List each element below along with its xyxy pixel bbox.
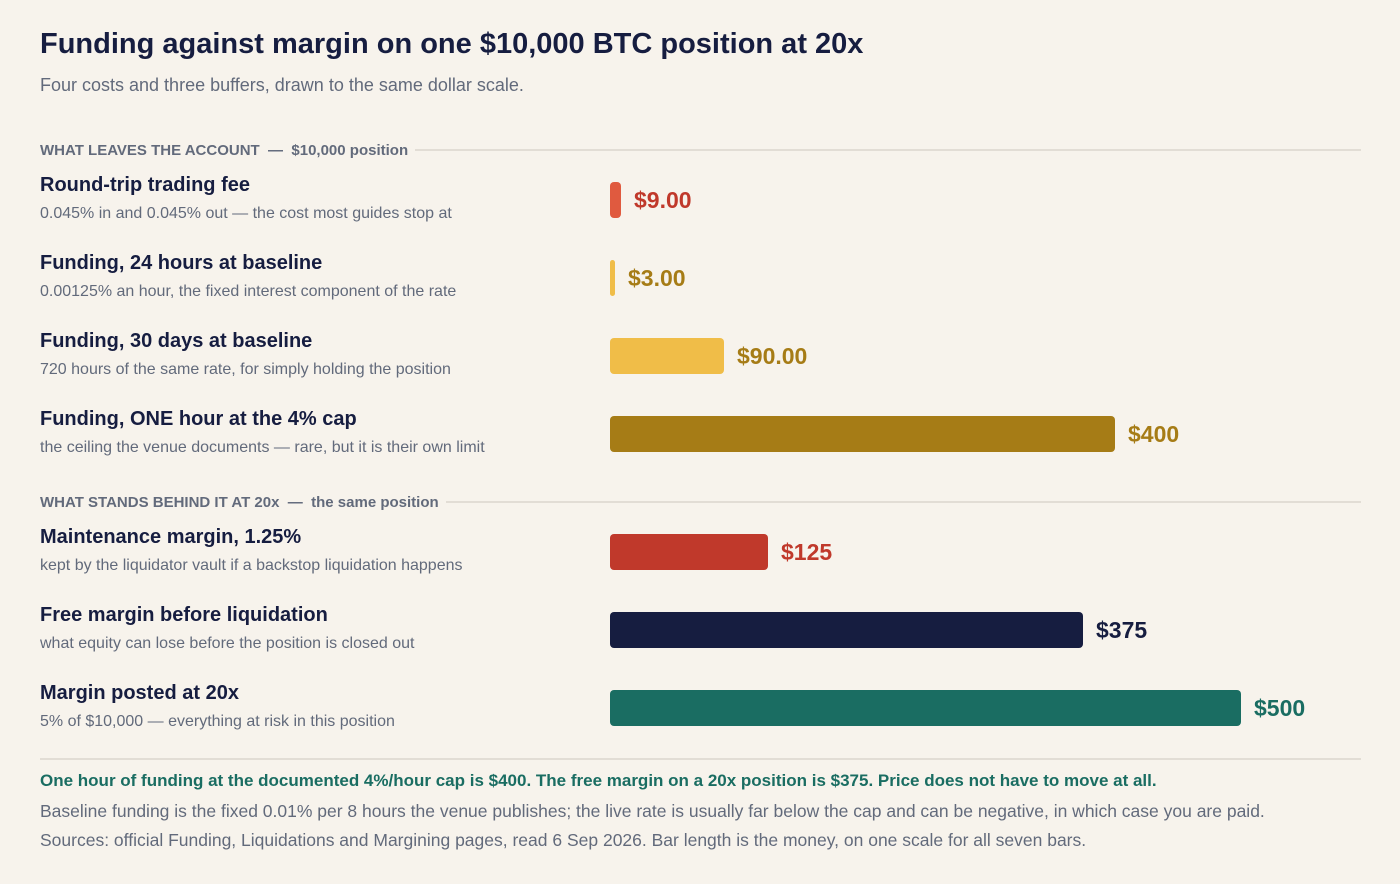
bar-label: Free margin before liquidation — [40, 604, 328, 626]
bar — [610, 182, 621, 218]
bar-note: 5% of $10,000 — everything at risk in th… — [40, 713, 395, 730]
bar-value-label: $90.00 — [737, 343, 808, 369]
footer-highlight: One hour of funding at the documented 4%… — [40, 771, 1157, 790]
bar-label: Funding, 30 days at baseline — [40, 330, 313, 352]
bar-row: Funding, ONE hour at the 4% cap the ceili… — [0, 408, 1400, 468]
bar-label: Round-trip trading fee — [40, 174, 250, 196]
bar-value-label: $400 — [1128, 421, 1180, 447]
section-title: WHAT LEAVES THE ACCOUNT — [40, 141, 260, 159]
bar-label: Margin posted at 20x — [40, 682, 239, 704]
bar-row: Free margin before liquidation what equit… — [0, 604, 1400, 664]
bar-row: Round-trip trading fee 0.045% in and 0.04… — [0, 174, 1400, 234]
bar-label: Funding, 24 hours at baseline — [40, 252, 323, 274]
footer-sources: Sources: official Funding, Liquidations … — [40, 830, 1087, 850]
bar-value-label: $3.00 — [628, 265, 686, 291]
section-qualifier: the same position — [311, 493, 439, 511]
chart-subtitle: Four costs and three buffers, drawn to t… — [40, 75, 524, 95]
bar-value-label: $500 — [1254, 695, 1306, 721]
section-header: WHAT STANDS BEHIND IT AT 20x — the same … — [40, 492, 1361, 512]
bar-row: Funding, 24 hours at baseline 0.00125% an… — [0, 252, 1400, 312]
bar — [610, 534, 768, 570]
bar-label: Funding, ONE hour at the 4% cap — [40, 408, 357, 430]
footer-divider — [40, 758, 1361, 760]
bar — [610, 260, 615, 296]
bar-note: the ceiling the venue documents — rare, … — [40, 439, 485, 456]
bar-note: kept by the liquidator vault if a backst… — [40, 557, 463, 574]
bar — [610, 416, 1115, 452]
bar-value-label: $9.00 — [634, 187, 692, 213]
section-title: WHAT STANDS BEHIND IT AT 20x — [40, 493, 280, 511]
bar — [610, 690, 1241, 726]
bar-value-label: $125 — [781, 539, 833, 565]
bar-label: Maintenance margin, 1.25% — [40, 526, 302, 548]
bar-note: 720 hours of the same rate, for simply h… — [40, 361, 451, 378]
section-separator: — — [279, 493, 312, 511]
section-separator: — — [259, 141, 292, 159]
footer-note: Baseline funding is the fixed 0.01% per … — [40, 801, 1265, 821]
section-rule — [445, 501, 1361, 503]
bar — [610, 338, 724, 374]
bar-row: Maintenance margin, 1.25% kept by the liq… — [0, 526, 1400, 586]
bar-value-label: $375 — [1096, 617, 1148, 643]
bar-note: 0.00125% an hour, the fixed interest com… — [40, 283, 457, 300]
bar-note: what equity can lose before the position… — [40, 635, 415, 652]
section-qualifier: $10,000 position — [291, 141, 409, 159]
chart-title: Funding against margin on one $10,000 BT… — [40, 28, 864, 60]
bar-row: Margin posted at 20x 5% of $10,000 — ever… — [0, 682, 1400, 742]
section-header: WHAT LEAVES THE ACCOUNT — $10,000 positi… — [40, 140, 1361, 160]
bar — [610, 612, 1083, 648]
bar-row: Funding, 30 days at baseline 720 hours of… — [0, 330, 1400, 390]
section-rule — [415, 149, 1361, 151]
bar-note: 0.045% in and 0.045% out — the cost most… — [40, 205, 452, 222]
